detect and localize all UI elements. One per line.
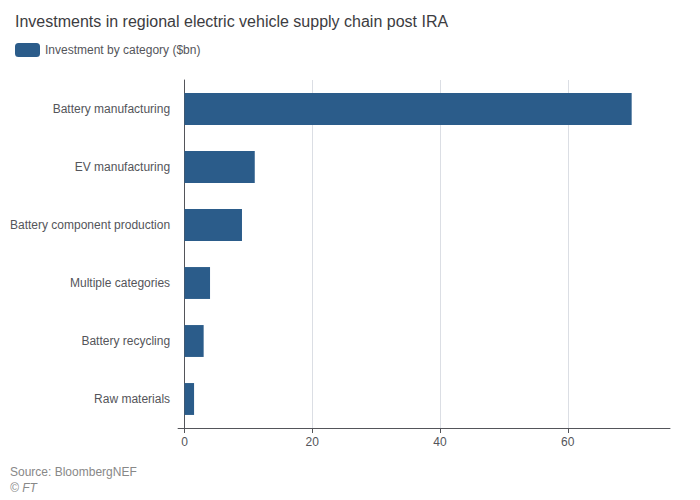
svg-text:Battery manufacturing: Battery manufacturing <box>53 102 170 116</box>
svg-text:60: 60 <box>561 435 575 449</box>
svg-text:0: 0 <box>181 435 188 449</box>
svg-text:Raw materials: Raw materials <box>94 392 170 406</box>
svg-text:Investments in regional electr: Investments in regional electric vehicle… <box>15 13 448 30</box>
svg-text:Investment by category ($bn): Investment by category ($bn) <box>45 43 200 57</box>
svg-text:40: 40 <box>433 435 447 449</box>
svg-text:EV manufacturing: EV manufacturing <box>75 160 170 174</box>
svg-text:Battery recycling: Battery recycling <box>81 334 170 348</box>
svg-text:Source: BloombergNEF: Source: BloombergNEF <box>10 465 137 479</box>
svg-text:Multiple categories: Multiple categories <box>70 276 170 290</box>
svg-text:20: 20 <box>306 435 320 449</box>
svg-text:© FT: © FT <box>10 481 39 495</box>
svg-text:Battery component production: Battery component production <box>10 218 170 232</box>
